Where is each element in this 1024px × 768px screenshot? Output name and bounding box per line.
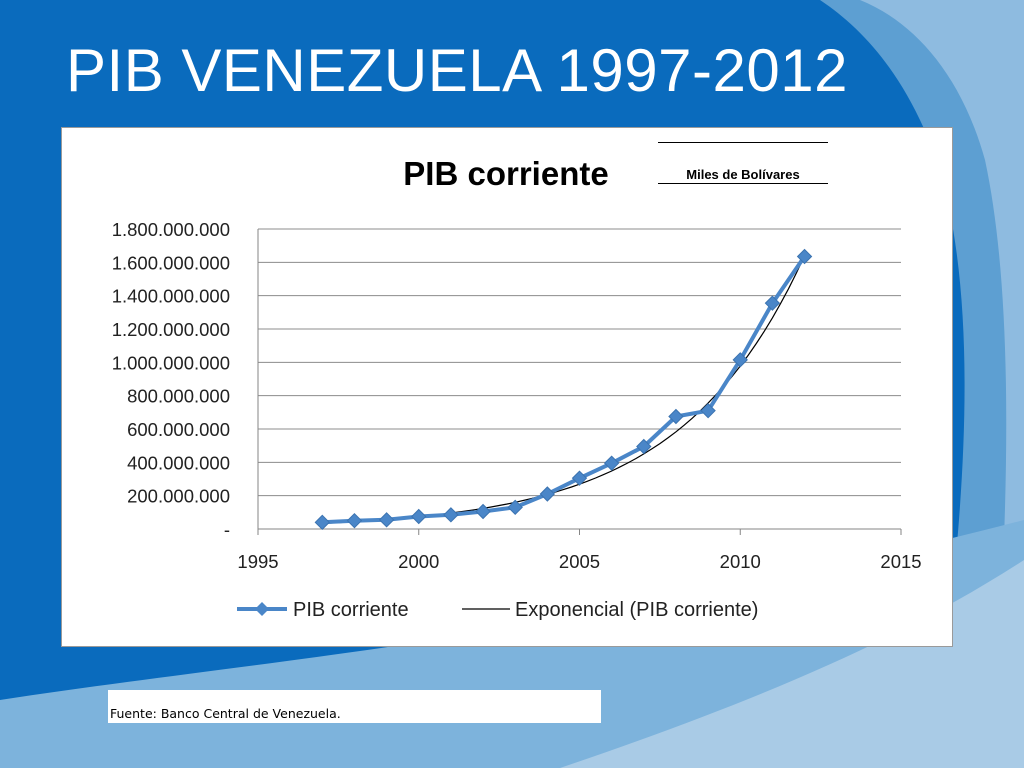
data-point <box>443 507 459 523</box>
data-point <box>314 514 331 531</box>
data-point <box>668 408 684 425</box>
data-point <box>571 470 588 486</box>
x-tick-label: 2005 <box>559 551 600 572</box>
y-tick-label: 600.000.000 <box>127 419 230 440</box>
data-point <box>475 503 491 520</box>
y-tick-label: - <box>224 519 230 540</box>
data-point <box>764 295 781 311</box>
chart-plot: PIB corriente - 200.000.000 400.000.000 600.… <box>112 155 922 621</box>
y-tick-label: 1.200.000.000 <box>112 319 230 340</box>
source-text: Fuente: Banco Central de Venezuela. <box>110 706 341 721</box>
data-point <box>796 248 813 265</box>
series-line-pib-corriente <box>322 255 807 525</box>
data-point <box>636 438 652 455</box>
x-tick-label: 2010 <box>720 551 761 572</box>
y-tick-label: 1.400.000.000 <box>112 286 230 307</box>
legend-label-trend: Exponencial (PIB corriente) <box>515 599 758 621</box>
data-point <box>346 512 363 529</box>
data-point <box>411 508 427 525</box>
slide-title: PIB VENEZUELA 1997-2012 <box>66 37 848 104</box>
data-point <box>603 455 620 471</box>
y-tick-label: 200.000.000 <box>127 486 230 507</box>
x-tick-label: 2000 <box>398 551 439 572</box>
unit-note: Miles de Bolívares <box>658 142 828 184</box>
unit-note-label: Miles de Bolívares <box>658 167 828 184</box>
y-tick-label: 800.000.000 <box>127 386 230 407</box>
data-point <box>700 402 716 419</box>
chart-container: PIB corriente - 200.000.000 400.000.000 600.… <box>61 127 953 647</box>
x-tick-label: 2015 <box>880 551 921 572</box>
y-tick-label: 1.000.000.000 <box>112 352 230 373</box>
chart-title: PIB corriente <box>403 155 608 192</box>
data-point <box>539 486 556 502</box>
y-tick-label: 400.000.000 <box>127 452 230 473</box>
legend-label-pib-corriente: PIB corriente <box>293 599 409 621</box>
data-point <box>507 499 523 516</box>
y-tick-label: 1.800.000.000 <box>112 219 230 240</box>
data-point <box>732 352 748 368</box>
legend-marker-pib-corriente <box>255 602 269 616</box>
source-box: Fuente: Banco Central de Venezuela. <box>108 690 601 723</box>
y-tick-label: 1.600.000.000 <box>112 252 230 273</box>
data-point <box>378 512 395 528</box>
x-tick-label: 1995 <box>237 551 278 572</box>
